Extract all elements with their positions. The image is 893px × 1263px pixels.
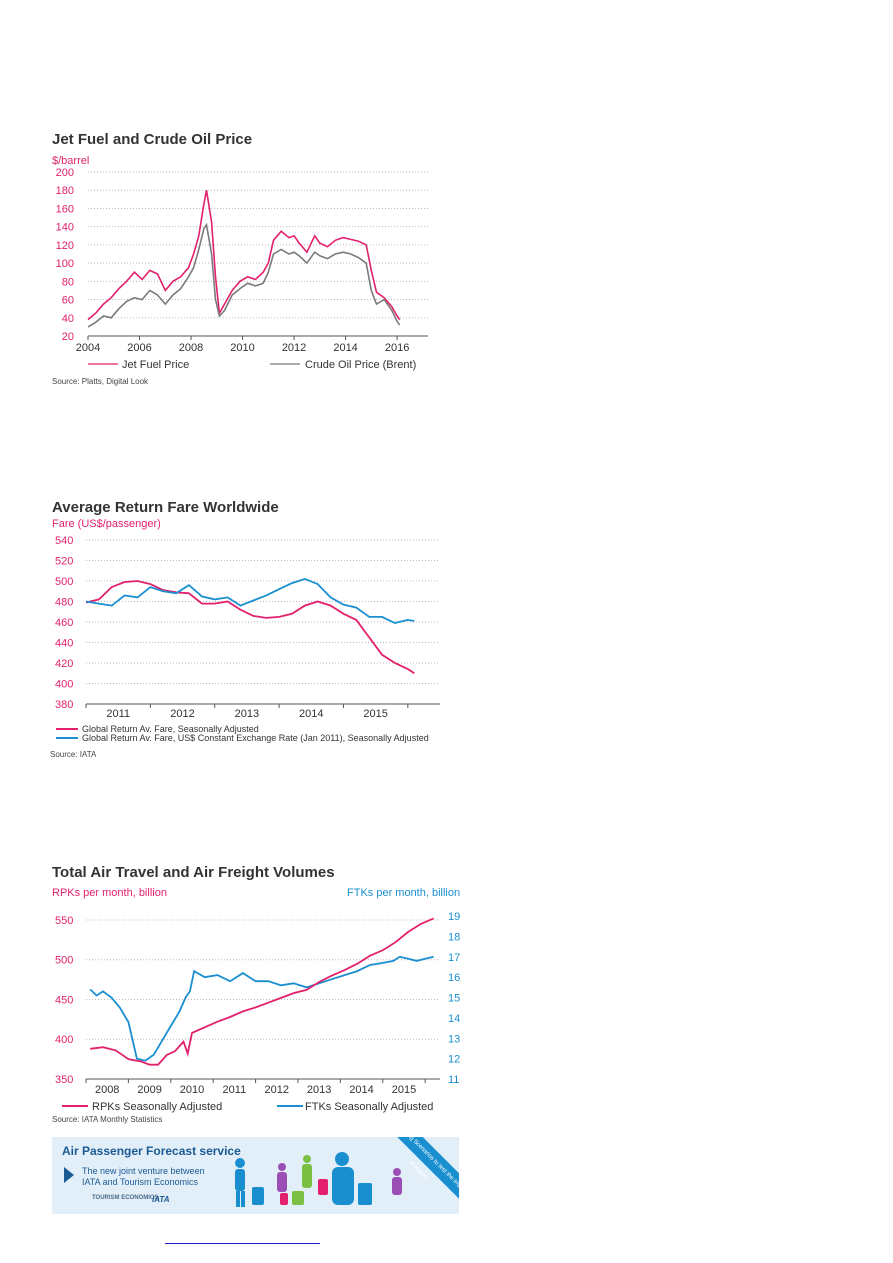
chart3-xtick-label: 2013 [307, 1084, 331, 1096]
chart3-ytick-label: 400 [55, 1034, 73, 1046]
chart1-ytick-label: 100 [56, 258, 74, 270]
chart3-ftk-line [89, 955, 434, 1062]
chart3-legend-label: FTKs Seasonally Adjusted [305, 1101, 433, 1113]
chart2-xtick-label: 2013 [235, 708, 259, 720]
chart1-svg: 20 40 60 80 100 120 140 160 180 200 2004 2006 2008 20… [56, 167, 428, 371]
chart1-ylabel: $/barrel [52, 155, 90, 167]
chart1-jet-fuel-line [87, 190, 401, 321]
tourism-economics-logo: TOURISM ECONOMICS [92, 1195, 159, 1201]
chart2-ytick-label: 440 [55, 638, 73, 650]
chart2-ytick-label: 500 [55, 576, 73, 588]
chart1-title: Jet Fuel and Crude Oil Price [52, 131, 253, 148]
chart1-xtick-label: 2014 [333, 342, 357, 354]
chart2-xtick-label: 2011 [106, 708, 130, 720]
banner-title: Air Passenger Forecast service [62, 1144, 241, 1158]
chart2-title: Average Return Fare Worldwide [52, 499, 279, 516]
chart2-ytick-label: 420 [55, 658, 73, 670]
chart2-ytick-label: 460 [55, 617, 73, 629]
chart1-xtick-label: 2012 [282, 342, 306, 354]
chart1-ytick-label: 180 [56, 185, 74, 197]
chart1-ytick-label: 200 [56, 167, 74, 179]
chart1-ytick-label: 120 [56, 240, 74, 252]
iata-logo: IATA [152, 1195, 170, 1204]
chart3-y2tick-label: 12 [448, 1054, 460, 1066]
chart1-ytick-label: 20 [62, 331, 74, 343]
chart1-ytick-label: 140 [56, 222, 74, 234]
chart3-ytick-label: 350 [55, 1074, 73, 1086]
chart2-fare-line [85, 580, 415, 675]
chart3-y2tick-label: 14 [448, 1013, 460, 1025]
chart3-ytick-label: 500 [55, 955, 73, 967]
chart3-xtick-label: 2008 [95, 1084, 119, 1096]
banner-line1: The new joint venture between [82, 1166, 205, 1176]
chart3-y2tick-label: 19 [448, 911, 460, 923]
chart1-ytick-label: 160 [56, 203, 74, 215]
chart3-rpk-line [90, 917, 434, 1066]
chart2-constant-fare-line [85, 577, 415, 624]
chart3-xtick-label: 2012 [265, 1084, 289, 1096]
chart1-crude-oil-line [87, 222, 401, 328]
chart3-y2tick-label: 17 [448, 952, 460, 964]
chart3-y2tick-label: 11 [448, 1074, 459, 1086]
chart3-y2tick-label: 15 [448, 993, 460, 1005]
chart1-xtick-label: 2010 [230, 342, 254, 354]
chart3-xtick-label: 2009 [137, 1084, 161, 1096]
chart2-legend-label: Global Return Av. Fare, Seasonally Adjus… [82, 724, 259, 734]
chart3-legend-label: RPKs Seasonally Adjusted [92, 1101, 222, 1113]
chart2-source: Source: IATA [50, 750, 97, 759]
chart2-legend-label: Global Return Av. Fare, US$ Constant Exc… [82, 733, 429, 743]
chart3-ylabel: RPKs per month, billion [52, 887, 167, 899]
forecast-banner[interactable]: Air Passenger Forecast service The new j… [52, 1137, 459, 1214]
chart1-ytick-label: 60 [62, 295, 74, 307]
chart2-xtick-label: 2014 [299, 708, 323, 720]
chart3-ytick-label: 550 [55, 915, 73, 927]
chart3-svg: 350 400 450 500 550 11 12 13 14 15 16 17 18 19 2008 200… [55, 911, 460, 1113]
chart2-ytick-label: 380 [55, 699, 73, 711]
chart3-y2label: FTKs per month, billion [347, 887, 461, 899]
chart3-source: Source: IATA Monthly Statistics [52, 1115, 163, 1124]
chart3-y2tick-label: 18 [448, 931, 460, 943]
chart2-ylabel: Fare (US$/passenger) [52, 518, 161, 530]
chart3-xtick-label: 2010 [180, 1084, 204, 1096]
banner-line2: IATA and Tourism Economics [82, 1177, 199, 1187]
chart1-xtick-label: 2008 [179, 342, 203, 354]
chart3-y2tick-label: 16 [448, 972, 460, 984]
chart2-xtick-label: 2012 [170, 708, 194, 720]
chart1-source: Source: Platts, Digital Look [52, 377, 149, 386]
chart1-xtick-label: 2006 [127, 342, 151, 354]
chart2-ytick-label: 400 [55, 679, 73, 691]
chart3-ytick-label: 450 [55, 994, 73, 1006]
chart3-xtick-label: 2011 [223, 1084, 247, 1096]
chart2-svg: 380 400 420 440 460 480 500 520 540 2011 2012 2013 2… [55, 535, 440, 743]
chevron-right-icon [64, 1167, 74, 1183]
chart3-y2tick-label: 13 [448, 1033, 460, 1045]
chart2-ytick-label: 540 [55, 535, 73, 547]
chart1-xtick-label: 2004 [76, 342, 100, 354]
footer-link-underline[interactable] [165, 1243, 320, 1244]
chart1-ytick-label: 80 [62, 276, 74, 288]
chart3-title: Total Air Travel and Air Freight Volumes [52, 864, 335, 881]
chart2-xtick-label: 2015 [363, 708, 387, 720]
chart2-ytick-label: 480 [55, 597, 73, 609]
chart3-xtick-label: 2015 [392, 1084, 416, 1096]
chart1-ytick-label: 40 [62, 313, 74, 325]
travellers-illustration [235, 1152, 402, 1207]
chart2-ytick-label: 520 [55, 556, 73, 568]
chart3-xtick-label: 2014 [349, 1084, 373, 1096]
chart1-legend-label: Jet Fuel Price [122, 359, 189, 371]
chart1-legend-label: Crude Oil Price (Brent) [305, 359, 416, 371]
chart1-xtick-label: 2016 [385, 342, 409, 354]
